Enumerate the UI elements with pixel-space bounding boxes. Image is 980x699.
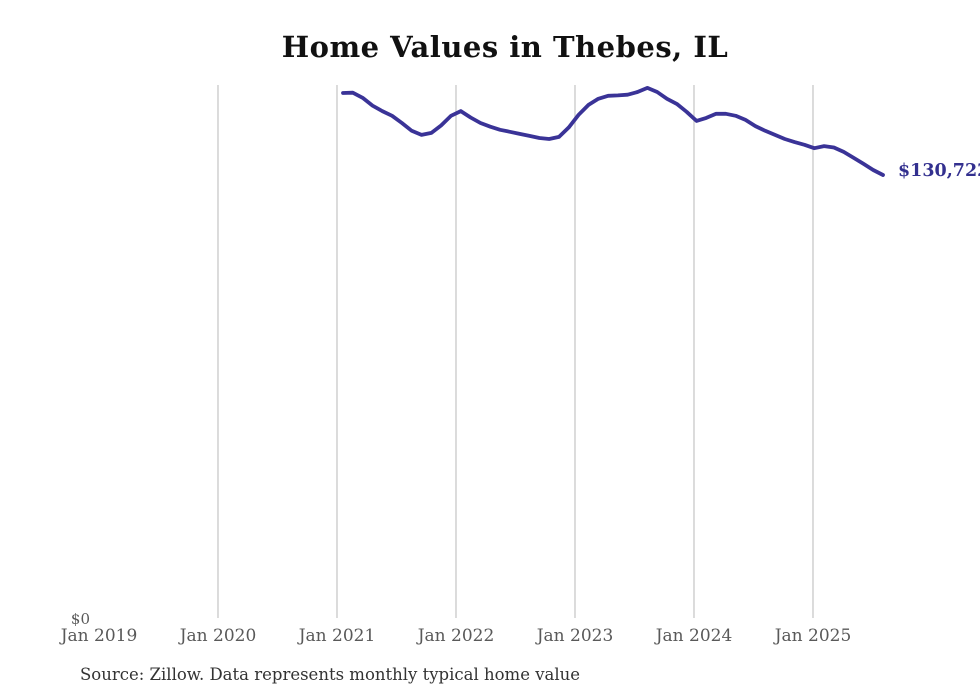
- x-tick-label-2020: Jan 2020: [178, 626, 257, 646]
- x-tick-label-2023: Jan 2023: [535, 626, 614, 646]
- source-note: Source: Zillow. Data represents monthly …: [80, 665, 581, 684]
- latest-value-label: $130,722: [898, 161, 980, 181]
- gridlines: [217, 85, 814, 618]
- x-tick-label-2024: Jan 2024: [654, 626, 733, 646]
- x-tick-label-2025: Jan 2025: [773, 626, 852, 646]
- x-tick-label-2021: Jan 2021: [297, 626, 376, 646]
- home-value-series-line: [341, 86, 885, 177]
- x-axis-tick-labels: Jan 2019 Jan 2020 Jan 2021 Jan 2022 Jan 2023…: [59, 626, 852, 646]
- x-tick-label-2019: Jan 2019: [59, 626, 138, 646]
- y-axis-zero-label: $0: [71, 610, 90, 628]
- chart-title: Home Values in Thebes, IL: [281, 30, 729, 64]
- x-tick-label-2022: Jan 2022: [416, 626, 495, 646]
